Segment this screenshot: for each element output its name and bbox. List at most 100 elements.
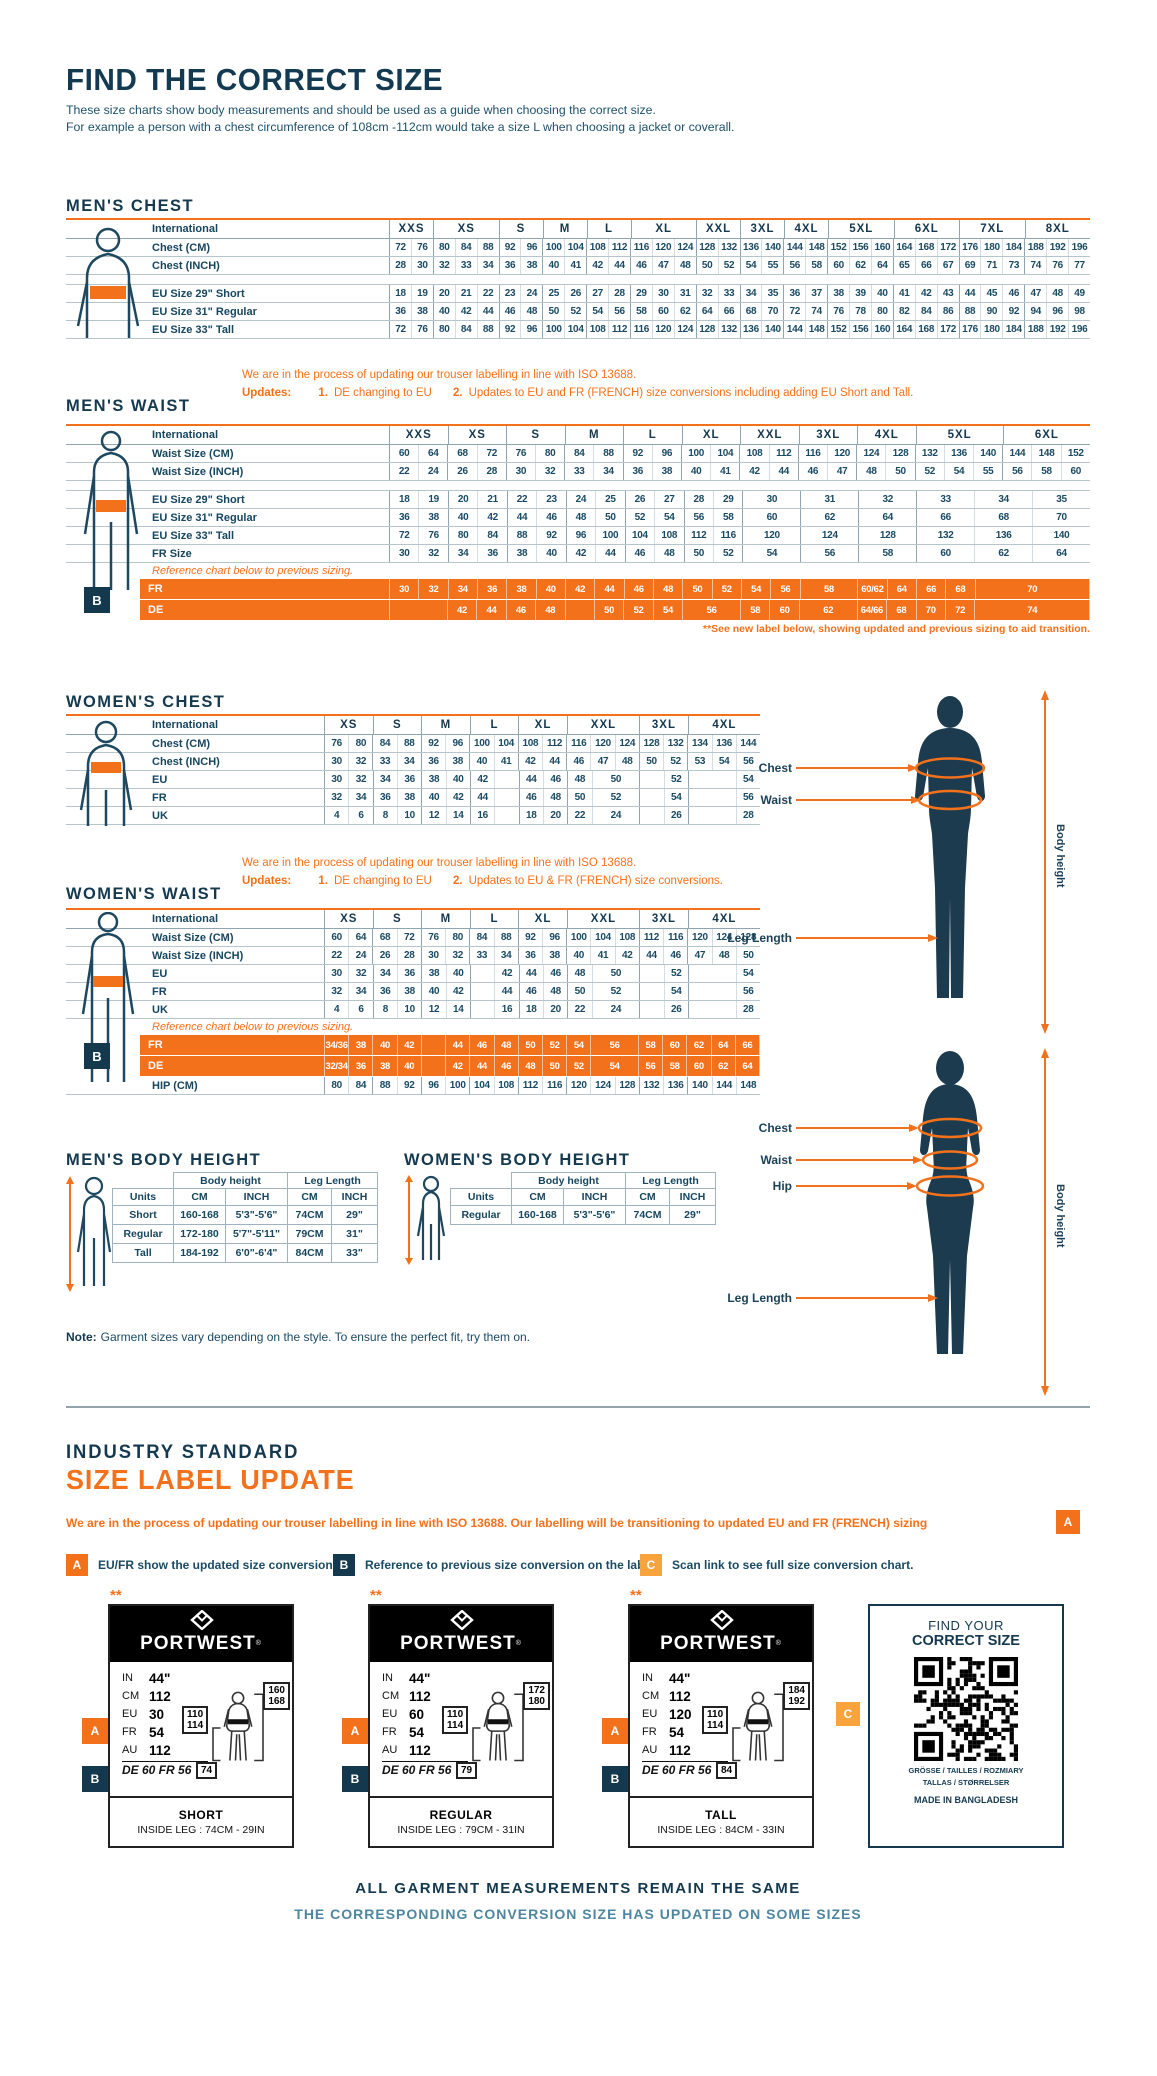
mens-body-height-figure-icon xyxy=(66,1176,112,1292)
size-column-header: S xyxy=(374,716,423,734)
table-cell: 152 xyxy=(828,321,851,338)
table-cell: 46 xyxy=(631,257,653,274)
table-row: FR Size 30 32 34 36 38 40 42 44 46 48 50 52 54 56 58 60 6… xyxy=(66,545,1090,563)
table-cell: 64 xyxy=(859,509,918,526)
portwest-diamond-icon xyxy=(190,1610,214,1630)
table-cell: 46 xyxy=(664,947,689,964)
mens-chest-figure-icon xyxy=(76,227,140,338)
table-cell: 14 xyxy=(447,807,471,824)
table-cell: 56 xyxy=(771,579,801,599)
table-cell: 56 xyxy=(609,303,631,320)
table-cell: 40 xyxy=(434,303,456,320)
table-cell: 24 xyxy=(349,947,374,964)
table-cell: 52 xyxy=(565,303,588,320)
size-system-label: EU xyxy=(382,1708,398,1720)
table-cell: 46 xyxy=(520,789,544,806)
size-column-header: M xyxy=(422,716,471,734)
table-cell: 65 xyxy=(894,257,916,274)
table-cell: 34 xyxy=(374,771,398,788)
table-cell: 104 xyxy=(565,239,588,256)
table-label-header: International xyxy=(66,426,390,444)
table-cell: 84 xyxy=(916,303,938,320)
table-cell: 66 xyxy=(736,1035,760,1055)
size-value: 120 xyxy=(669,1706,692,1722)
table-cell: 52 xyxy=(593,983,641,1000)
table-cell: 71 xyxy=(981,257,1004,274)
height-measure-box: 184 192 xyxy=(783,1682,810,1710)
table-cell: 40 xyxy=(682,463,712,480)
table-cell: 18 xyxy=(520,807,544,824)
table-cell: 180 xyxy=(981,321,1004,338)
table-cell: 144 xyxy=(713,1077,737,1094)
table-header-row: International XS S M L XL XXL 3XL 4XL xyxy=(66,716,760,735)
stars-marker: ** xyxy=(110,1587,122,1604)
table-cell: 70 xyxy=(1056,512,1067,523)
table-cell: 54 xyxy=(665,983,689,1000)
table-cell: 160 xyxy=(872,321,894,338)
table-cell: 96 xyxy=(446,735,471,752)
mens-waist-figure-icon xyxy=(83,430,139,590)
table-cell: 42 xyxy=(616,947,640,964)
table-cell: 76 xyxy=(828,303,851,320)
table-cell: Regular xyxy=(450,1206,512,1225)
table-cell: 40 xyxy=(422,983,447,1000)
table-cell: 42 xyxy=(447,983,471,1000)
group-header-row: Body height Leg Length xyxy=(112,1172,378,1189)
table-cell: 70 xyxy=(762,303,785,320)
table-cell: 128 xyxy=(640,735,665,752)
row-label: EU Size 31" Regular xyxy=(66,509,390,526)
table-cell: 108 xyxy=(519,735,543,752)
table-cell: 32 xyxy=(349,753,374,770)
mens-chest-table: International XXS XS S M L XL XXL 3XL 4XL 5XL 6XL 7X… xyxy=(66,218,1090,339)
size-value-row: CM 112 xyxy=(122,1687,208,1705)
table-cell: 32 xyxy=(349,771,374,788)
table-cell: 53 xyxy=(688,753,713,770)
womens-body-height-figure-icon xyxy=(405,1175,446,1265)
table-cell: 58 xyxy=(859,545,918,562)
table-cell: 47 xyxy=(828,463,858,480)
table-cell: 34 xyxy=(594,463,624,480)
table-row: EU Size 31" Regular 36 38 40 42 44 46 48 50 52 54 5… xyxy=(66,509,1090,527)
size-value-row: EU 120 xyxy=(642,1705,728,1723)
table-cell: 33 xyxy=(719,285,741,302)
table-cell: 64/66 xyxy=(858,600,888,620)
size-value-row: IN 44" xyxy=(642,1669,728,1687)
size-value-row: AU 112 xyxy=(122,1741,208,1759)
table-cell xyxy=(689,789,737,806)
size-column-header: S xyxy=(500,220,544,238)
label-figure-zone: 110 114 184 192 84 xyxy=(702,1668,812,1790)
table-header-row: International XS S M L XL XXL 3XL 4XL xyxy=(66,910,760,929)
sub-header: Units xyxy=(450,1189,512,1206)
table-cell: 36 xyxy=(478,545,508,562)
table-cell: 120 xyxy=(653,239,675,256)
table-cell: 90 xyxy=(981,303,1004,320)
mens-body-height-table: Body height Leg Length Units CM INCH CM INCH Sh… xyxy=(112,1172,378,1263)
table-cell: 37 xyxy=(806,285,829,302)
qr-card: C FIND YOUR CORRECT SIZE GRÖSSE / TAILLE… xyxy=(836,1604,1064,1848)
table-cell: 84 xyxy=(456,321,478,338)
table-cell: 32 xyxy=(349,965,374,982)
qr-title-line2: CORRECT SIZE xyxy=(912,1633,1020,1649)
size-value-row: IN 44" xyxy=(122,1669,208,1687)
size-column-header: XS xyxy=(449,426,507,444)
table-cell: 96 xyxy=(543,929,568,946)
table-cell: 132 xyxy=(664,735,689,752)
table-cell: 54 xyxy=(743,774,754,785)
size-value-row: FR 54 xyxy=(382,1723,468,1741)
table-note: Reference chart below to previous sizing… xyxy=(152,1021,354,1033)
table-cell: 44 xyxy=(471,789,496,806)
table-cell: 68 xyxy=(448,445,478,462)
garment-label: PORTWEST® IN 44" CM 112 EU 60 FR 54 AU 112 DE 60 FR… xyxy=(342,1604,554,1848)
table-cell: 26 xyxy=(626,491,656,508)
table-cell: 72 xyxy=(390,527,420,544)
size-system-label: AU xyxy=(642,1744,658,1756)
table-cell: 46 xyxy=(626,545,656,562)
table-cell: 48 xyxy=(519,1056,543,1076)
c-badge: C xyxy=(836,1702,860,1726)
size-system-label: CM xyxy=(122,1690,140,1702)
table-cell: 92 xyxy=(500,239,522,256)
table-cell: 56 xyxy=(743,756,754,767)
table-cell: 172 xyxy=(938,239,960,256)
size-value: 112 xyxy=(149,1688,171,1704)
table-cell: 42 xyxy=(740,463,770,480)
